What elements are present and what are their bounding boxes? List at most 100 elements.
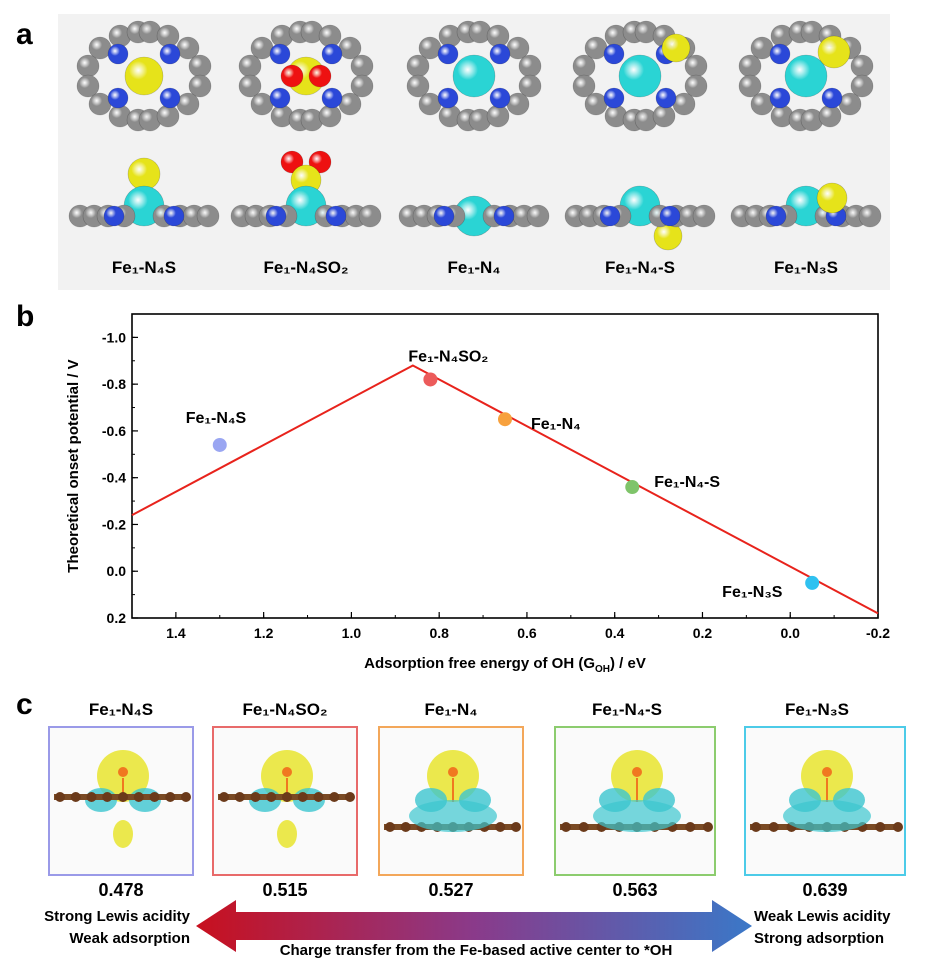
carbon-atom	[196, 204, 220, 228]
nitrogen-atom	[493, 205, 515, 227]
carbon-atom	[526, 204, 550, 228]
csd-title: Fe₁-N₄SO₂	[242, 700, 328, 719]
carbon-atom	[156, 104, 180, 128]
y-tick-label: -0.6	[102, 423, 126, 439]
csd-title: Fe₁-N₃S	[784, 700, 849, 719]
x-tick-label: -0.2	[866, 625, 890, 641]
data-point-label: Fe₁-N₄	[531, 416, 581, 433]
carbon-atom	[684, 54, 708, 78]
sulfur-atom	[817, 35, 851, 69]
plot-frame	[131, 313, 879, 619]
carbon-atom	[750, 92, 774, 116]
nitrogen-atom	[437, 87, 459, 109]
charge-value: 0.563	[612, 880, 658, 900]
data-point	[498, 412, 512, 427]
oxygen-atom	[280, 64, 304, 88]
volcano-line	[131, 364, 879, 615]
carbon-atom	[572, 74, 596, 98]
nitrogen-atom	[659, 205, 681, 227]
sulfur-atom	[124, 56, 164, 96]
structure-label: Fe₁-N₄	[447, 258, 501, 277]
structure-5	[730, 20, 882, 228]
nitrogen-atom	[655, 87, 677, 109]
structure-3	[398, 20, 550, 237]
nitrogen-atom	[269, 87, 291, 109]
nitrogen-atom	[603, 87, 625, 109]
structure-label: Fe₁-N₃S	[773, 258, 838, 277]
nitrogen-atom	[821, 87, 843, 109]
carbon-atom	[738, 54, 762, 78]
sulfur-atom	[661, 33, 691, 63]
charge-value: 0.478	[98, 880, 144, 900]
iron-atom	[452, 54, 496, 98]
carbon-atom	[406, 54, 430, 78]
carbon-atom	[250, 92, 274, 116]
panel-b-letter: b	[16, 300, 35, 333]
data-point	[625, 480, 640, 495]
structure-4	[564, 20, 716, 251]
iso-surface-render	[54, 750, 191, 848]
charge-transfer-arrow	[196, 900, 752, 952]
structure-label: Fe₁-N₄SO₂	[263, 258, 349, 277]
x-tick-label: 0.8	[429, 625, 449, 641]
csd-title: Fe₁-N₄-S	[592, 700, 662, 719]
carbon-atom	[88, 92, 112, 116]
nitrogen-atom	[769, 43, 791, 65]
x-tick-label: 1.0	[342, 625, 362, 641]
x-tick-label: 0.2	[693, 625, 713, 641]
carbon-atom	[350, 54, 374, 78]
carbon-atom	[176, 92, 200, 116]
sulfur-atom	[127, 157, 161, 191]
structure-label: Fe₁-N₄S	[111, 258, 177, 277]
data-point-label: Fe₁-N₄S	[186, 410, 247, 427]
iron-atom	[618, 54, 662, 98]
iso-surface-render	[218, 750, 355, 848]
x-tick-label: 1.4	[166, 625, 186, 641]
carbon-atom	[672, 92, 696, 116]
left-note-1: Strong Lewis acidity	[44, 908, 190, 925]
carbon-atom	[572, 54, 596, 78]
nitrogen-atom	[321, 87, 343, 109]
carbon-atom	[358, 204, 382, 228]
nitrogen-atom	[489, 87, 511, 109]
nitrogen-atom	[321, 43, 343, 65]
x-tick-label: 0.0	[781, 625, 801, 641]
iso-surface-render	[560, 750, 713, 832]
oxygen-atom	[308, 64, 332, 88]
arrow-text: Charge transfer from the Fe-based active…	[279, 942, 673, 959]
y-tick-label: 0.2	[107, 610, 127, 626]
y-tick-label: 0.0	[107, 563, 127, 579]
nitrogen-atom	[269, 43, 291, 65]
carbon-atom	[238, 74, 262, 98]
left-note-2: Weak adsorption	[69, 930, 190, 947]
nitrogen-atom	[159, 87, 181, 109]
arrow-shape	[196, 900, 752, 952]
charge-density-image	[48, 726, 194, 876]
data-point	[423, 372, 438, 387]
charge-density-image	[744, 726, 906, 876]
charge-value: 0.527	[428, 880, 474, 900]
x-axis-label: Adsorption free energy of OH (GOH) / eV	[364, 655, 646, 675]
carbon-atom	[318, 104, 342, 128]
y-tick-label: -0.8	[102, 376, 126, 392]
y-tick-label: -0.2	[102, 516, 126, 532]
right-note-1: Weak Lewis acidity	[754, 908, 891, 925]
iso-surface-render	[384, 750, 521, 832]
nitrogen-atom	[325, 205, 347, 227]
iso-surface-render	[750, 750, 903, 832]
carbon-atom	[584, 92, 608, 116]
sulfur-atom	[816, 182, 848, 214]
carbon-atom	[350, 74, 374, 98]
carbon-atom	[338, 92, 362, 116]
carbon-atom	[506, 92, 530, 116]
iron-atom	[784, 54, 828, 98]
carbon-atom	[818, 104, 842, 128]
panel-a-letter: a	[16, 18, 33, 51]
carbon-atom	[418, 92, 442, 116]
carbon-atom	[318, 24, 342, 48]
carbon-atom	[238, 54, 262, 78]
right-note-2: Strong adsorption	[754, 930, 884, 947]
volcano-plot: 1.4 1.2 1.0 0.8 0.6 0.4 0.2 0.0 -0.2 -1.0 -0.8 -0.6…	[65, 313, 890, 675]
csd-title: Fe₁-N₄S	[88, 700, 154, 719]
charge-density-image	[378, 726, 524, 876]
